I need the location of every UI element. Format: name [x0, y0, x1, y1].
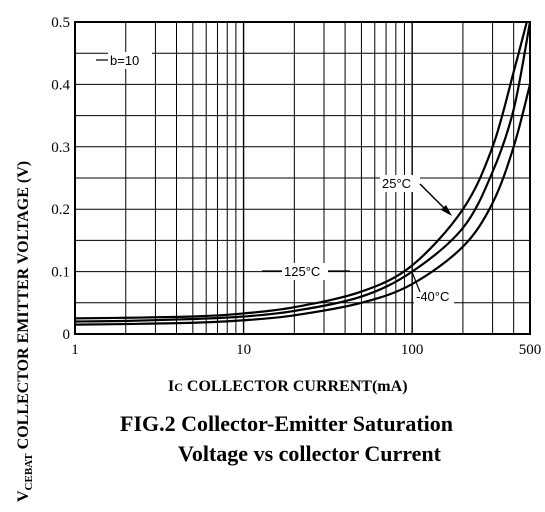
y-tick-label: 0	[63, 327, 71, 343]
leader-minus40c	[411, 271, 421, 293]
beta-label-bg	[108, 52, 152, 69]
y-tick-label: 0.4	[51, 77, 70, 93]
x-axis-title: IC COLLECTOR CURRENT(mA)	[168, 378, 408, 395]
label-125-bg	[282, 263, 328, 280]
label-25-bg	[380, 175, 420, 192]
y-axis-title-rest: COLLECTOR EMITTER VOLTAGE (V)	[15, 161, 32, 453]
label-25c: 25°C	[382, 176, 411, 191]
curve-tm40	[75, 22, 528, 320]
arrow-25c-head	[441, 205, 452, 216]
label-minus40c: -40°C	[416, 289, 449, 304]
curve-t125	[75, 84, 530, 326]
y-axis-title-sub: CEBAT	[23, 453, 35, 491]
plot-frame	[74, 21, 531, 335]
curve-t25	[75, 22, 530, 323]
y-tick-label: 0.1	[51, 265, 70, 281]
label-m40-bg	[414, 288, 454, 305]
tick-labels: 1 10 100 500 0 0.1 0.2 0.3 0.4 0.5	[51, 15, 541, 358]
x-tick-label: 100	[401, 342, 424, 358]
arrow-25c	[419, 183, 449, 213]
curves	[75, 22, 530, 326]
x-axis-title-rest: COLLECTOR CURRENT(mA)	[183, 378, 408, 395]
y-tick-label: 0.5	[51, 15, 70, 31]
y-tick-label: 0.3	[51, 140, 70, 156]
beta-label: b=10	[110, 53, 139, 68]
y-tick-label: 0.2	[51, 202, 70, 218]
x-axis-title-main: I	[168, 378, 174, 395]
y-axis-title-main: V	[15, 490, 32, 502]
figure-caption-line1: FIG.2 Collector-Emitter Saturation	[120, 411, 453, 436]
x-tick-label: 1	[71, 342, 79, 358]
x-tick-label: 500	[519, 342, 542, 358]
x-axis-title-sub: C	[174, 380, 183, 394]
x-tick-label: 10	[236, 342, 251, 358]
y-axis-title: VCEBAT COLLECTOR EMITTER VOLTAGE (V)	[15, 161, 35, 502]
label-125c: 125°C	[284, 264, 320, 279]
figure-caption-line2: Voltage vs collector Current	[178, 441, 441, 466]
